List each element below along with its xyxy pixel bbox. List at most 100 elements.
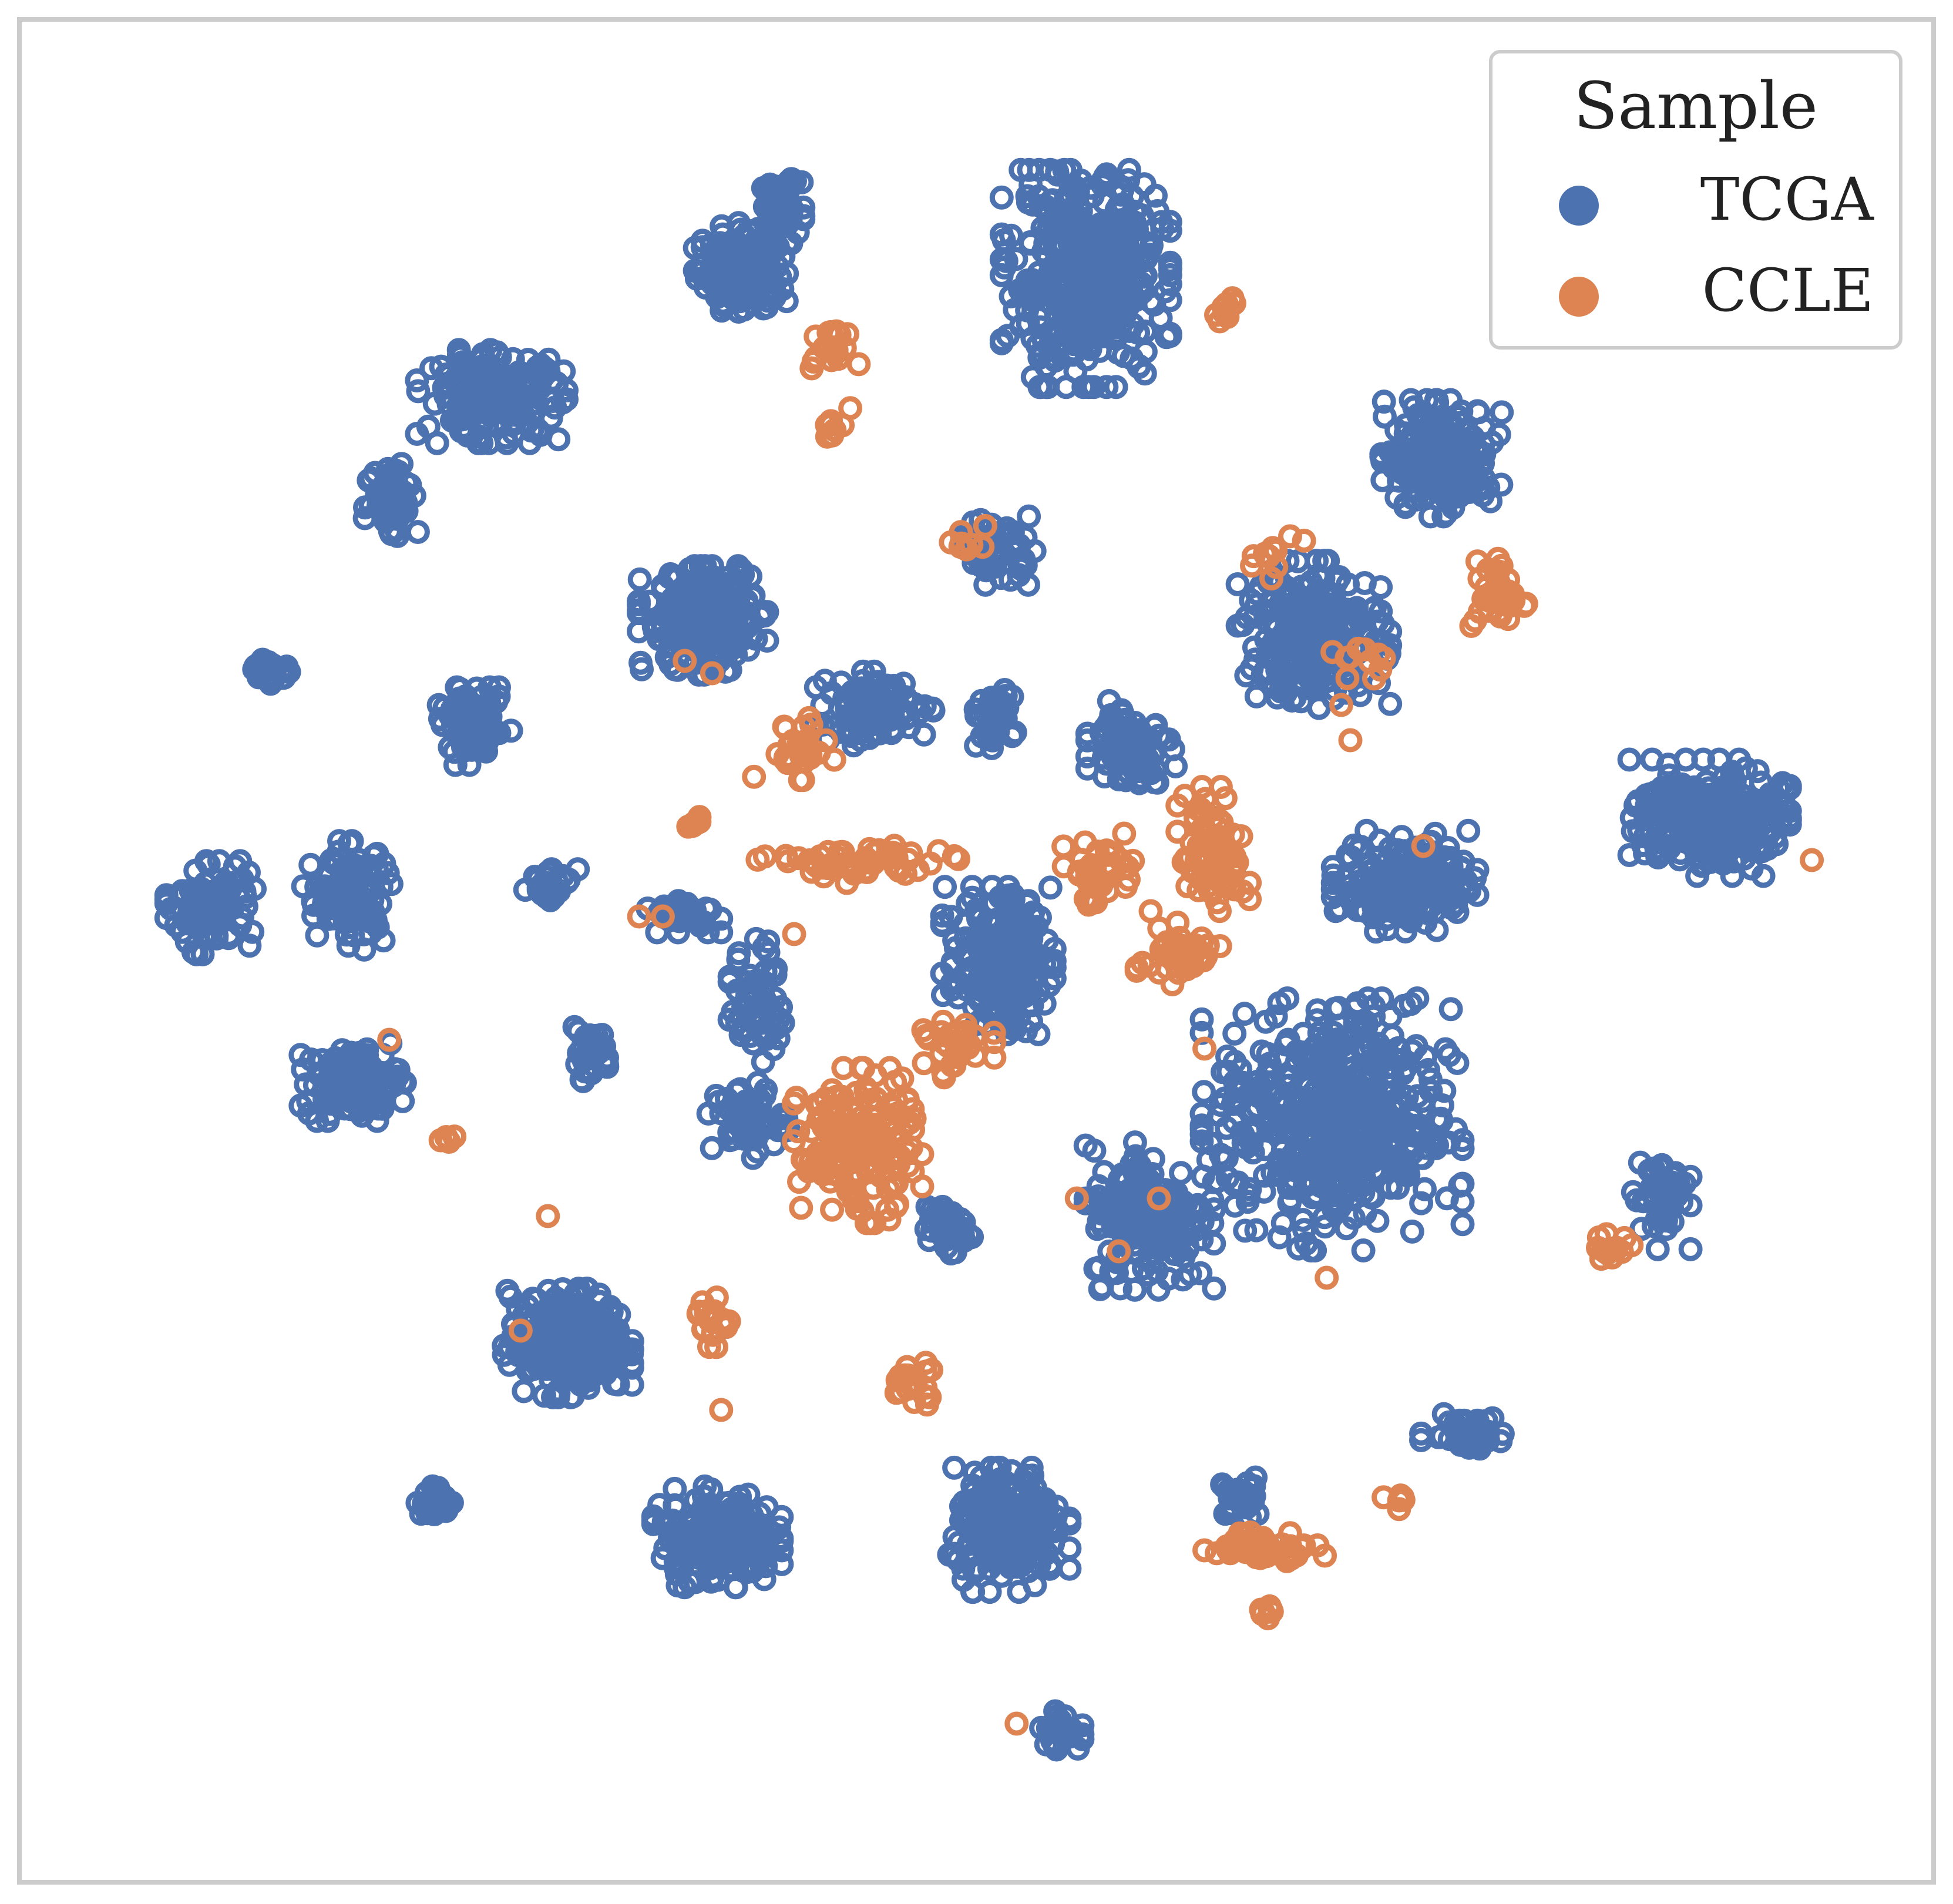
tcga-point-884 bbox=[376, 456, 401, 481]
tcga-point-639 bbox=[1153, 279, 1177, 304]
tcga-point-3416 bbox=[1425, 1133, 1450, 1158]
tcga-point-881 bbox=[353, 495, 377, 520]
tcga-point-4192 bbox=[587, 1342, 611, 1367]
tcga-point-3408 bbox=[1437, 1130, 1461, 1155]
tcga-point-3559 bbox=[1087, 1255, 1111, 1280]
tcga-point-2675 bbox=[991, 927, 1016, 952]
tcga-point-3397 bbox=[1365, 1208, 1390, 1233]
tcga-point-601 bbox=[1015, 184, 1040, 209]
tcga-point-1369 bbox=[752, 603, 777, 628]
tcga-point-2393 bbox=[372, 851, 396, 876]
tcga-point-617 bbox=[1132, 248, 1157, 273]
tcga-point-3385 bbox=[1321, 1020, 1346, 1045]
tcga-point-4089 bbox=[620, 1329, 644, 1354]
tcga-point-526 bbox=[1028, 315, 1053, 340]
tcga-point-1011 bbox=[1373, 404, 1397, 429]
tcga-point-2876 bbox=[1413, 911, 1438, 935]
tcga-point-3367 bbox=[1235, 1190, 1260, 1214]
tcga-point-2438 bbox=[555, 869, 580, 894]
tcga-point-899 bbox=[1372, 389, 1396, 414]
tcga-point-1528 bbox=[1348, 683, 1373, 707]
tcga-point-2400 bbox=[332, 910, 357, 935]
tcga-point-3077 bbox=[1277, 1191, 1302, 1215]
tcga-point-3524 bbox=[1202, 1276, 1226, 1301]
tcga-point-216 bbox=[746, 217, 771, 241]
points-layer bbox=[154, 157, 1824, 1762]
tcga-point-3332 bbox=[1366, 1032, 1390, 1056]
tcga-point-3259 bbox=[1214, 1116, 1239, 1140]
tcga-point-3167 bbox=[1267, 1225, 1292, 1250]
tcga-point-2169 bbox=[1617, 747, 1642, 772]
tcga-point-3542 bbox=[1073, 1133, 1098, 1158]
tcga-point-2875 bbox=[1407, 858, 1432, 882]
tcga-point-559 bbox=[1004, 247, 1028, 271]
tcga-point-3340 bbox=[1208, 1093, 1233, 1117]
tcga-point-2408 bbox=[334, 922, 359, 947]
tcga-point-3928 bbox=[1643, 1174, 1668, 1199]
ccle-point-122 bbox=[792, 714, 816, 739]
tcga-point-3418 bbox=[1260, 1062, 1285, 1086]
tcga-point-3365 bbox=[1276, 1027, 1300, 1052]
tcga-point-1492 bbox=[1286, 549, 1310, 573]
tcga-point-1372 bbox=[687, 595, 712, 620]
tcga-point-2439 bbox=[530, 882, 554, 906]
ccle-point-71 bbox=[1476, 558, 1501, 582]
tcga-point-819 bbox=[519, 402, 543, 427]
ccle-point-126 bbox=[788, 738, 813, 763]
tcga-point-3352 bbox=[1267, 991, 1292, 1016]
tcga-point-618 bbox=[1104, 375, 1128, 399]
tcga-point-3094 bbox=[1192, 1080, 1216, 1104]
tcga-point-1307 bbox=[627, 589, 651, 614]
tcga-point-2181 bbox=[1764, 832, 1789, 857]
tcga-point-3258 bbox=[1450, 1171, 1475, 1196]
ccle-point-165 bbox=[886, 858, 911, 883]
tcga-point-733 bbox=[406, 379, 431, 404]
tcga-point-4779 bbox=[1058, 1722, 1083, 1747]
tcga-point-1713 bbox=[463, 707, 488, 731]
tcga-point-1648 bbox=[259, 656, 284, 681]
tcga-point-1108 bbox=[1017, 504, 1041, 529]
tcga-point-1249 bbox=[755, 629, 779, 653]
tcga-point-4659 bbox=[1057, 1536, 1082, 1561]
tcga-point-3039 bbox=[1413, 1177, 1437, 1201]
tcga-point-2191 bbox=[1732, 846, 1757, 871]
tcga-point-3775 bbox=[341, 1065, 366, 1089]
tcga-point-1592 bbox=[1316, 549, 1340, 573]
tcga-point-4778 bbox=[1070, 1727, 1095, 1751]
tcga-point-3404 bbox=[1425, 1107, 1450, 1131]
ccle-point-168 bbox=[918, 851, 943, 876]
tcga-point-1817 bbox=[893, 706, 918, 731]
tcga-point-3838 bbox=[739, 1097, 764, 1121]
tcga-point-4428 bbox=[728, 1513, 753, 1538]
tcga-point-1931 bbox=[1126, 759, 1151, 784]
tcga-point-2362 bbox=[327, 829, 351, 854]
tcga-point-4746 bbox=[1474, 1409, 1499, 1433]
tcga-point-824 bbox=[470, 365, 495, 389]
tcga-point-2407 bbox=[330, 857, 355, 882]
tcga-point-645 bbox=[1003, 297, 1027, 322]
tcga-point-3778 bbox=[294, 1072, 318, 1097]
tcga-point-1379 bbox=[685, 610, 710, 635]
ccle-point-174 bbox=[745, 847, 770, 872]
tcga-point-3375 bbox=[1404, 1117, 1428, 1141]
tcga-point-1937 bbox=[1101, 717, 1125, 741]
tcga-point-67 bbox=[791, 195, 816, 220]
tcga-point-781 bbox=[422, 391, 447, 416]
ccle-point-155 bbox=[799, 859, 824, 884]
tcga-point-4400 bbox=[665, 1554, 690, 1579]
tcga-point-3117 bbox=[1334, 1216, 1359, 1241]
tcga-point-2184 bbox=[1707, 747, 1732, 772]
tcga-point-1030 bbox=[1489, 472, 1514, 497]
tcga-point-641 bbox=[1052, 157, 1077, 182]
tcga-point-2667 bbox=[1042, 949, 1067, 973]
tcga-point-1370 bbox=[713, 622, 738, 647]
tcga-point-1928 bbox=[1142, 770, 1167, 794]
tcga-point-3290 bbox=[1432, 1079, 1457, 1103]
tcga-point-3876 bbox=[929, 1221, 953, 1246]
tcga-point-3649 bbox=[587, 1032, 612, 1056]
tcga-point-3330 bbox=[1315, 1049, 1339, 1073]
tcga-point-1361 bbox=[709, 587, 734, 612]
tcga-point-3419 bbox=[1319, 1035, 1344, 1060]
tcga-point-503 bbox=[989, 328, 1014, 352]
